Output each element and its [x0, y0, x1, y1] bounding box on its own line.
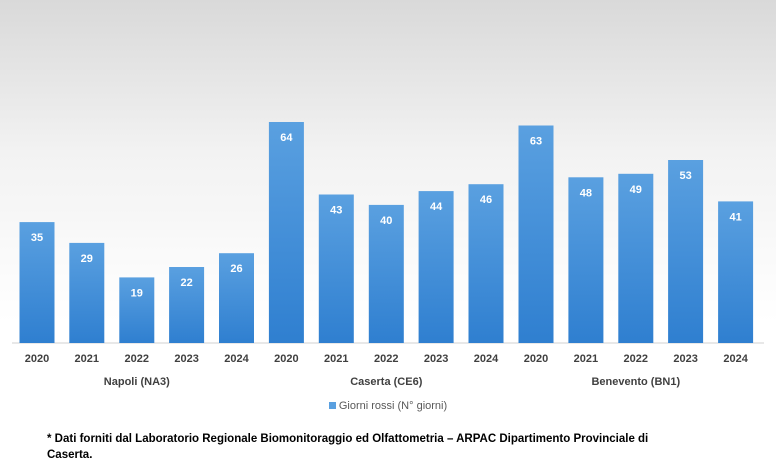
x-tick-label: 2022 [374, 353, 398, 365]
bar-0-2024 [219, 253, 254, 343]
bar-0-2021 [69, 242, 105, 343]
legend-label: Giorni rossi (N° giorni) [338, 400, 448, 412]
x-tick-label: 2022 [624, 353, 648, 365]
bar-1-2020 [268, 122, 304, 343]
bar-0-2023 [169, 267, 205, 343]
x-tick-label: 2024 [224, 353, 249, 365]
x-tick-label: 2023 [174, 353, 198, 365]
legend-swatch [328, 402, 336, 409]
group-label: Benevento (BN1) [591, 376, 680, 388]
x-tick-label: 2020 [524, 353, 548, 365]
labels-layer: 35 2020 29 2021 19 2022 22 2023 26 2024 Napoli (NA… [25, 132, 749, 388]
x-tick-label: 2021 [324, 353, 348, 365]
data-label: 22 [180, 277, 192, 289]
legend: Giorni rossi (N° giorni) [0, 400, 776, 412]
data-label: 40 [380, 215, 392, 227]
x-tick-label: 2024 [474, 353, 499, 365]
bar-1-2024 [468, 184, 504, 343]
x-tick-label: 2023 [424, 353, 448, 365]
chart-area: 35 2020 29 2021 19 2022 22 2023 26 2024 Napoli (NA… [0, 0, 776, 430]
bar-2-2020 [518, 125, 554, 343]
x-tick-label: 2021 [574, 353, 598, 365]
data-label: 44 [430, 201, 443, 213]
bar-2-2022 [618, 173, 654, 343]
x-tick-label: 2024 [723, 353, 748, 365]
x-tick-label: 2020 [274, 353, 298, 365]
group-label: Caserta (CE6) [350, 376, 422, 388]
data-label: 63 [530, 136, 542, 148]
bar-2-2024 [718, 201, 754, 343]
data-label: 26 [230, 263, 242, 275]
bar-1-2023 [418, 191, 454, 343]
bar-1-2022 [368, 204, 404, 343]
data-label: 35 [31, 232, 43, 244]
bar-1-2021 [318, 194, 354, 343]
x-tick-label: 2022 [125, 353, 149, 365]
data-label: 29 [81, 253, 93, 265]
bar-0-2022 [119, 277, 155, 343]
data-label: 49 [630, 184, 642, 196]
data-label: 53 [679, 170, 691, 182]
x-tick-label: 2023 [673, 353, 697, 365]
data-label: 19 [131, 287, 143, 299]
data-label: 48 [580, 187, 592, 199]
bar-chart: 35 2020 29 2021 19 2022 22 2023 26 2024 Napoli (NA… [12, 122, 764, 388]
data-label: 46 [480, 194, 492, 206]
bars-layer [19, 122, 754, 343]
x-tick-label: 2021 [75, 353, 99, 365]
data-label: 43 [330, 205, 342, 217]
group-label: Napoli (NA3) [104, 376, 170, 388]
footnote: * Dati forniti dal Laboratorio Regionale… [47, 433, 649, 461]
x-tick-label: 2020 [25, 353, 49, 365]
bar-0-2020 [19, 222, 55, 343]
data-label: 41 [729, 211, 741, 223]
bar-2-2023 [668, 160, 704, 343]
bar-2-2021 [568, 177, 604, 343]
data-label: 64 [280, 132, 293, 144]
